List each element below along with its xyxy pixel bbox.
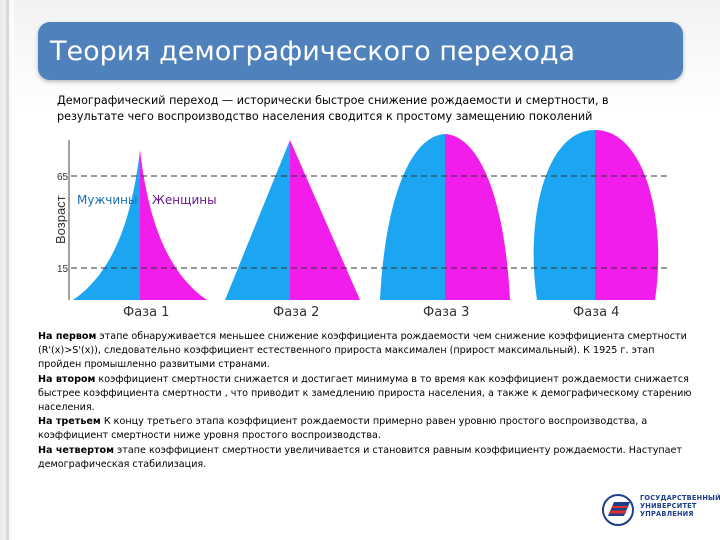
- paragraph-2-text: коэффициент смертности снижается и дости…: [38, 373, 692, 414]
- university-name-line-2: УНИВЕРСИТЕТ: [640, 502, 697, 510]
- tick-label-upper: 65: [57, 172, 69, 183]
- university-logo: [602, 494, 634, 526]
- phase-2-women: [290, 140, 360, 300]
- men-label: Мужчины: [77, 193, 137, 207]
- university-name-line-3: УПРАВЛЕНИЯ: [640, 510, 694, 518]
- phase-3-men: [380, 134, 445, 300]
- paragraph-phase-1: На первом этапе обнаруживается меньшее с…: [38, 330, 698, 373]
- women-label: Женщины: [152, 193, 217, 207]
- university-name-line-1: ГОСУДАРСТВЕННЫЙ: [640, 494, 720, 502]
- paragraph-3-lead: На третьем: [38, 416, 101, 428]
- phase-1-men: [73, 150, 140, 300]
- phase-4-men: [533, 130, 595, 300]
- pyramid-phase-1: [73, 150, 207, 300]
- paragraph-1-text: этапе обнаруживается меньшее снижение ко…: [38, 331, 687, 371]
- slide-title: Теория демографического перехода: [50, 36, 576, 67]
- definition-text: Демографический переход — исторически бы…: [57, 94, 609, 123]
- pyramid-phase-2: [225, 140, 360, 300]
- paragraph-2-lead: На втором: [38, 373, 96, 385]
- paragraph-phase-4: На четвертом этапе коэффициент смертност…: [38, 444, 698, 472]
- phase-4-women: [595, 130, 659, 300]
- paragraph-phase-2: На втором коэффициент смертности снижает…: [38, 373, 698, 416]
- university-name: ГОСУДАРСТВЕННЫЙ УНИВЕРСИТЕТ УПРАВЛЕНИЯ: [640, 494, 720, 518]
- phase-label-2: Фаза 2: [273, 305, 319, 320]
- paragraph-4-text: этапе коэффициент смертности увеличивает…: [38, 444, 683, 470]
- phase-label-3: Фаза 3: [423, 305, 469, 320]
- paragraph-phase-3: На третьем К концу третьего этапа коэффи…: [38, 415, 698, 443]
- phases-description: На первом этапе обнаруживается меньшее с…: [38, 330, 698, 472]
- paragraph-1-lead: На первом: [38, 331, 97, 342]
- phase-label-4: Фаза 4: [573, 305, 619, 320]
- paragraph-4-lead: На четвертом: [38, 444, 114, 456]
- title-box: [38, 22, 683, 80]
- slide-left-accent: [6, 0, 9, 540]
- phase-label-1: Фаза 1: [123, 305, 169, 320]
- tick-label-lower: 15: [57, 264, 69, 275]
- paragraph-3-text: К концу третьего этапа коэффициент рожда…: [38, 416, 648, 442]
- y-axis-label: Возраст: [55, 195, 68, 244]
- phase-1-women: [140, 150, 207, 300]
- pyramid-phase-4: [533, 130, 659, 300]
- phase-2-men: [225, 140, 290, 300]
- population-pyramids-diagram: 65 15 Возраст Мужчины Женщины Фаза 1 Фаз…: [55, 130, 667, 320]
